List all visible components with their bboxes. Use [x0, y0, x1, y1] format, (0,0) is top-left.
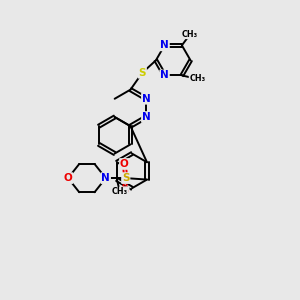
Text: CH₃: CH₃: [112, 188, 128, 196]
Text: N: N: [142, 112, 151, 122]
Text: S: S: [139, 68, 146, 78]
Text: O: O: [120, 159, 129, 169]
Text: CH₃: CH₃: [189, 74, 205, 83]
Text: N: N: [160, 70, 169, 80]
Text: CH₃: CH₃: [182, 30, 198, 39]
Text: S: S: [122, 173, 130, 183]
Text: N: N: [101, 173, 110, 183]
Text: N: N: [160, 40, 169, 50]
Text: O: O: [120, 187, 129, 197]
Text: O: O: [64, 173, 72, 183]
Text: N: N: [142, 94, 151, 104]
